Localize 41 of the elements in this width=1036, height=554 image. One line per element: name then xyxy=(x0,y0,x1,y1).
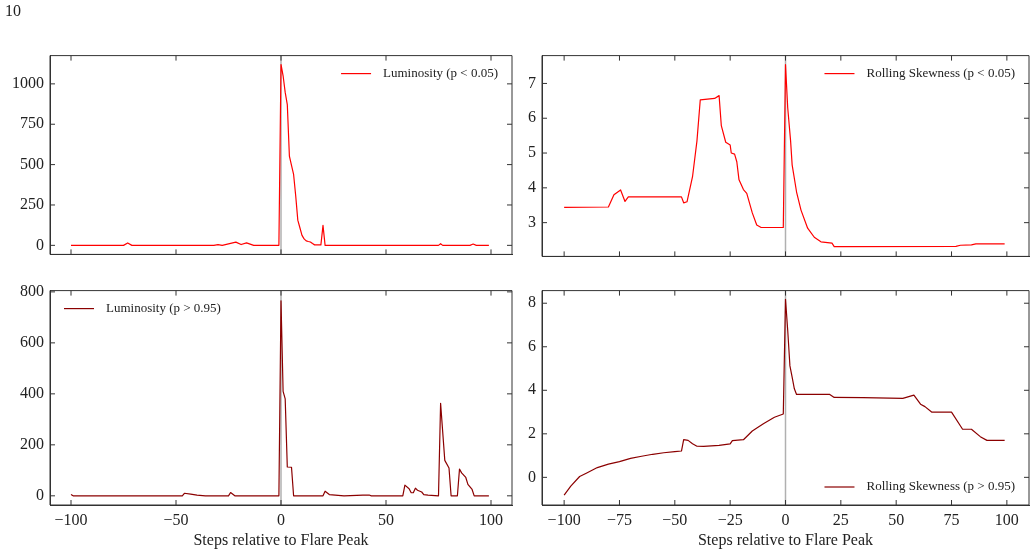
x-tick-label: −75 xyxy=(606,510,632,528)
y-tick-label: 4 xyxy=(528,380,536,398)
x-tick-label: 75 xyxy=(943,510,960,528)
y-tick-label: 8 xyxy=(528,293,536,311)
y-tick-label: 250 xyxy=(20,195,44,213)
y-tick-label: 800 xyxy=(20,282,44,300)
x-axis-title: Steps relative to Flare Peak xyxy=(193,530,369,549)
legend-label: Luminosity (p < 0.05) xyxy=(383,65,498,81)
y-tick-label: 2 xyxy=(528,424,536,442)
y-tick-label: 0 xyxy=(36,486,44,504)
x-tick-label: −100 xyxy=(547,510,581,528)
y-tick-label: 5 xyxy=(528,143,536,161)
x-tick-label: −50 xyxy=(163,510,189,528)
y-tick-label: 4 xyxy=(528,178,536,196)
y-tick-label: 0 xyxy=(36,235,44,253)
y-tick-label: 750 xyxy=(20,114,44,132)
x-tick-label: −100 xyxy=(54,510,88,528)
legend-label: Luminosity (p > 0.95) xyxy=(106,300,221,316)
x-tick-label: 0 xyxy=(277,510,285,528)
y-tick-label: 1000 xyxy=(12,74,44,92)
x-tick-label: 50 xyxy=(888,510,905,528)
legend-label: Rolling Skewness (p < 0.05) xyxy=(866,65,1016,81)
y-tick-label: 500 xyxy=(20,154,44,172)
x-tick-label: 25 xyxy=(832,510,849,528)
x-tick-label: 0 xyxy=(781,510,790,528)
y-tick-label: 7 xyxy=(528,73,536,91)
y-tick-label: 600 xyxy=(20,333,44,351)
y-tick-label: 3 xyxy=(528,212,536,230)
y-tick-label: 200 xyxy=(20,435,44,453)
x-tick-label: 50 xyxy=(378,510,394,528)
x-axis-title: Steps relative to Flare Peak xyxy=(697,530,874,549)
y-tick-label: 400 xyxy=(20,384,44,402)
y-tick-label: 0 xyxy=(528,467,536,485)
x-tick-label: −50 xyxy=(662,510,688,528)
x-tick-label: 100 xyxy=(994,510,1019,528)
text: 10 xyxy=(5,2,21,20)
y-tick-label: 6 xyxy=(528,108,536,126)
legend-label: Rolling Skewness (p > 0.95) xyxy=(866,478,1016,494)
x-tick-label: −25 xyxy=(717,510,743,528)
x-tick-label: 100 xyxy=(479,510,503,528)
y-tick-label: 6 xyxy=(528,336,536,354)
